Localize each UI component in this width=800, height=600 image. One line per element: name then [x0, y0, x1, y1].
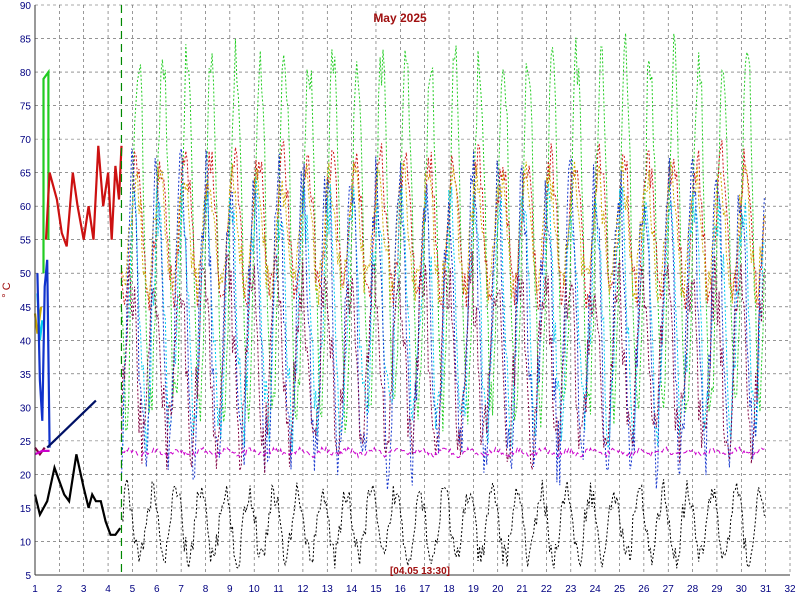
- x-tick-label: 30: [736, 584, 748, 595]
- x-tick-label: 13: [322, 584, 334, 595]
- x-tick-label: 8: [203, 584, 209, 595]
- x-tick-label: 15: [370, 584, 382, 595]
- x-tick-label: 7: [178, 584, 184, 595]
- y-tick-label: 60: [20, 202, 32, 213]
- series-projection-line: [121, 445, 765, 459]
- tick-labels: 1 2 3 4 5 6 7 8 9 10 11 12 13 14 15 16 17 18 19 20 21 22 23 24 2…: [20, 1, 796, 595]
- series-measured-line: [33, 306, 43, 334]
- y-tick-label: 80: [20, 68, 32, 79]
- y-tick-label: 20: [20, 470, 32, 481]
- y-tick-label: 85: [20, 35, 32, 46]
- y-tick-label: 90: [20, 1, 32, 12]
- y-tick-label: 15: [20, 504, 32, 515]
- series-projection-line: [121, 33, 765, 433]
- y-tick-label: 10: [20, 537, 32, 548]
- series-projection-line: [121, 148, 765, 490]
- x-tick-label: 28: [687, 584, 699, 595]
- x-tick-label: 16: [395, 584, 407, 595]
- y-tick-label: 70: [20, 135, 32, 146]
- series-projection-line: [121, 160, 765, 305]
- series-measured-line: [44, 145, 123, 247]
- y-tick-label: 45: [20, 303, 32, 314]
- x-tick-label: 9: [227, 584, 233, 595]
- axes: [34, 5, 790, 576]
- y-tick-label: 25: [20, 437, 32, 448]
- x-tick-label: 21: [517, 584, 529, 595]
- y-tick-label: 35: [20, 370, 32, 381]
- chart-title: May 2025: [373, 11, 427, 25]
- x-tick-label: 12: [297, 584, 309, 595]
- y-tick-label: 40: [20, 336, 32, 347]
- series-measured-line: [46, 399, 97, 449]
- x-tick-label: 20: [492, 584, 504, 595]
- x-tick-label: 31: [760, 584, 772, 595]
- x-tick-label: 3: [81, 584, 87, 595]
- x-tick-label: 2: [57, 584, 63, 595]
- x-tick-label: 26: [638, 584, 650, 595]
- x-tick-label: 22: [541, 584, 553, 595]
- x-tick-label: 27: [663, 584, 675, 595]
- x-tick-label: 25: [614, 584, 626, 595]
- x-tick-label: 29: [711, 584, 723, 595]
- x-tick-label: 14: [346, 584, 358, 595]
- series-measured-line: [42, 68, 50, 274]
- y-axis-label: ° C: [1, 282, 13, 297]
- x-tick-label: 1: [32, 584, 38, 595]
- series-measured-line: [33, 454, 122, 536]
- series-layer: [33, 33, 765, 569]
- y-tick-label: 5: [25, 571, 31, 582]
- series-measured-line: [36, 259, 51, 448]
- timestamp-label: [04.05 13:30]: [390, 566, 450, 577]
- series-projection-line: [121, 477, 765, 569]
- series-projection-line: [121, 251, 765, 474]
- x-tick-label: 18: [443, 584, 455, 595]
- series-measured-line: [34, 449, 50, 456]
- y-tick-label: 30: [20, 403, 32, 414]
- x-tick-label: 6: [154, 584, 160, 595]
- x-tick-label: 4: [105, 584, 111, 595]
- x-tick-label: 17: [419, 584, 431, 595]
- x-tick-label: 32: [784, 584, 796, 595]
- y-tick-label: 65: [20, 169, 32, 180]
- y-tick-label: 55: [20, 236, 32, 247]
- x-tick-label: 24: [590, 584, 602, 595]
- x-tick-label: 23: [565, 584, 577, 595]
- x-tick-label: 5: [130, 584, 136, 595]
- series-projection-line: [121, 178, 765, 454]
- x-tick-label: 10: [249, 584, 261, 595]
- x-tick-label: 19: [468, 584, 480, 595]
- x-tick-label: 11: [273, 584, 284, 595]
- y-tick-label: 50: [20, 269, 32, 280]
- y-tick-label: 75: [20, 102, 32, 113]
